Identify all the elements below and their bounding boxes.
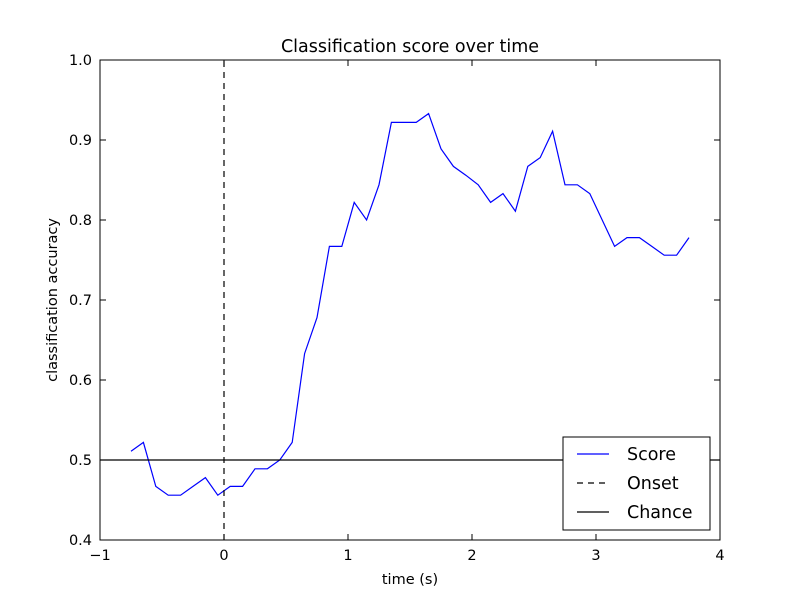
y-tick-label: 0.9 [69, 133, 92, 149]
y-tick-label: 1.0 [69, 53, 92, 69]
x-tick-label: 4 [715, 548, 724, 564]
x-tick-label: 3 [591, 548, 600, 564]
legend-box [562, 436, 711, 531]
y-tick-label: 0.8 [69, 213, 92, 229]
x-tick-label: 0 [219, 548, 228, 564]
labels-layer: −1 0 1 2 3 4 0.4 0.5 0.6 0.7 0.8 0.9 1.0 [69, 53, 725, 564]
x-tick-label: 1 [343, 548, 352, 564]
y-tick-label: 0.5 [69, 453, 92, 469]
legend-label-onset: Onset [627, 474, 679, 494]
y-tick-label: 0.6 [69, 373, 92, 389]
chart-title: Classification score over time [281, 37, 539, 57]
y-tick-label: 0.4 [69, 533, 92, 549]
plot-frame [99, 59, 721, 541]
y-axis-title: classification accuracy [45, 218, 61, 382]
x-axis-title: time (s) [382, 572, 438, 588]
legend-label-score: Score [627, 445, 676, 465]
legend: Score Onset Chance [562, 436, 711, 531]
x-tick-label: 2 [467, 548, 476, 564]
legend-label-chance: Chance [627, 503, 693, 523]
y-tick-label: 0.7 [69, 293, 92, 309]
x-tick-label: −1 [89, 548, 110, 564]
